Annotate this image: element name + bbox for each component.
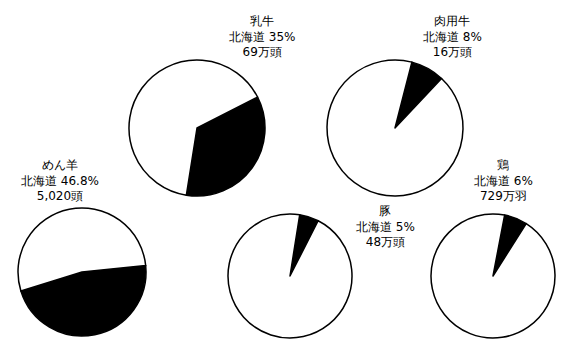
svg-text:めん羊北海道 46.8%5,020頭: めん羊北海道 46.8%5,020頭 <box>21 158 99 203</box>
svg-text:豚北海道 5%48万頭: 豚北海道 5%48万頭 <box>356 204 415 249</box>
svg-text:鶏北海道 6%729万羽: 鶏北海道 6%729万羽 <box>474 158 533 203</box>
svg-text:乳牛北海道 35%69万頭: 乳牛北海道 35%69万頭 <box>229 14 296 59</box>
svg-text:肉用牛北海道 8%16万頭: 肉用牛北海道 8%16万頭 <box>423 14 482 59</box>
